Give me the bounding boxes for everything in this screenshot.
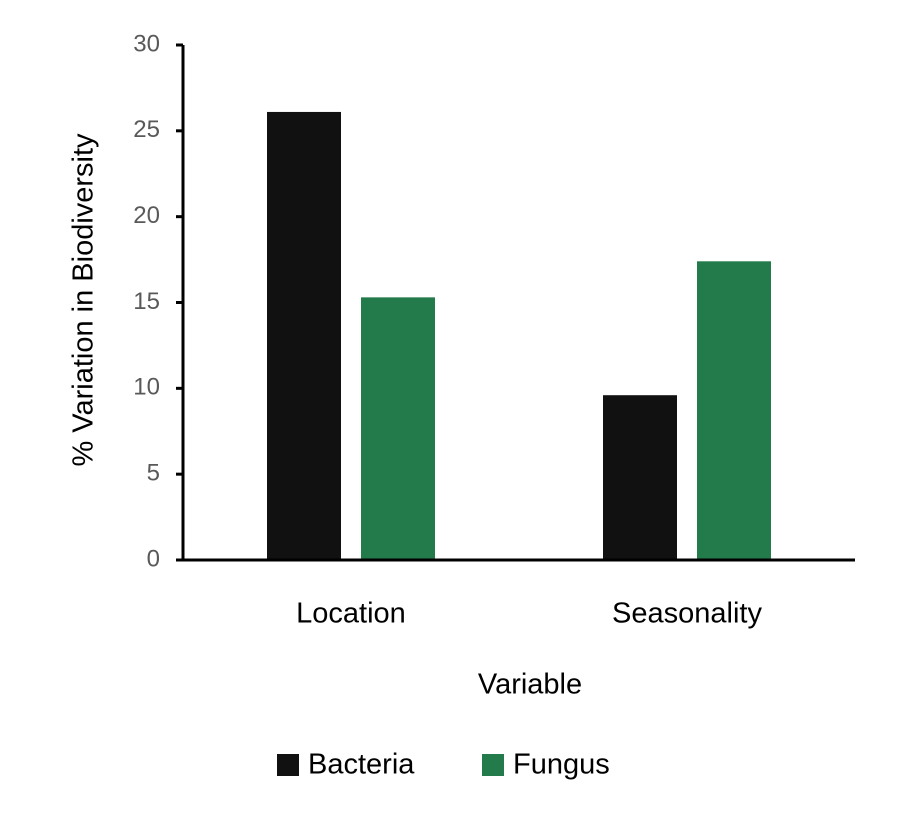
legend-label: Bacteria	[308, 749, 415, 781]
x-tick-label: Location	[296, 598, 406, 630]
y-tick-label: 15	[133, 288, 160, 315]
legend-label: Fungus	[513, 749, 610, 781]
y-tick-label: 10	[133, 374, 160, 401]
legend-swatch	[482, 754, 504, 776]
legend-swatch	[277, 754, 299, 776]
y-tick-label: 0	[147, 545, 160, 572]
bar	[267, 111, 341, 560]
y-tick-label: 5	[147, 460, 160, 487]
y-tick-label: 20	[133, 202, 160, 229]
bar	[361, 297, 435, 560]
x-tick-label: Seasonality	[612, 598, 762, 630]
y-axis-label: % Variation in Biodiversity	[68, 133, 100, 467]
y-tick-label: 25	[133, 116, 160, 143]
bar	[697, 261, 771, 560]
y-tick-label: 30	[133, 30, 160, 57]
x-axis-label: Variable	[478, 669, 582, 701]
bar	[603, 395, 677, 560]
